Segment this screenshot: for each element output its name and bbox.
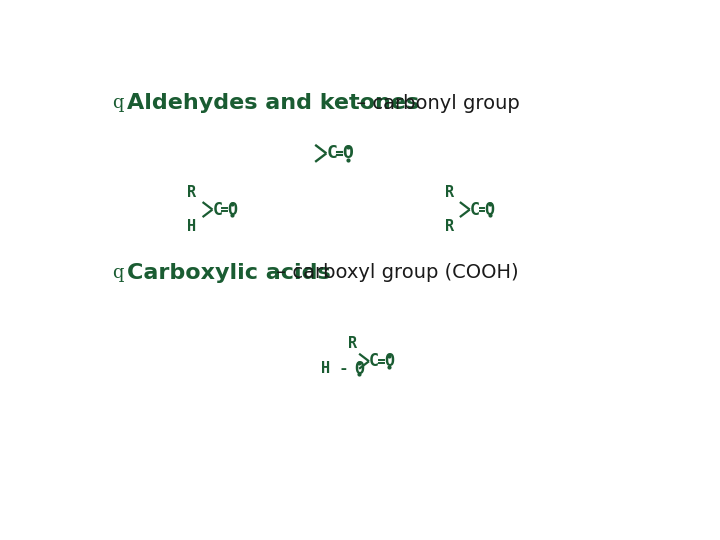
Text: R: R — [444, 219, 454, 234]
Text: q: q — [112, 264, 123, 282]
Text: H: H — [187, 219, 197, 234]
Text: Aldehydes and ketones: Aldehydes and ketones — [127, 93, 420, 113]
Text: R: R — [348, 336, 358, 350]
Text: – carbonyl group: – carbonyl group — [351, 94, 520, 113]
Text: C: C — [212, 200, 222, 219]
Text: – carboxyl group (COOH): – carboxyl group (COOH) — [270, 263, 518, 282]
Text: R: R — [187, 185, 197, 200]
Text: O: O — [343, 144, 354, 163]
Text: C: C — [470, 200, 480, 219]
Text: C: C — [326, 144, 338, 163]
Text: O: O — [228, 200, 238, 219]
Text: Carboxylic acids: Carboxylic acids — [127, 262, 331, 283]
Text: O: O — [354, 360, 364, 378]
Text: R: R — [444, 185, 454, 200]
Text: O: O — [384, 352, 394, 370]
Text: H -: H - — [321, 361, 348, 376]
Text: O: O — [485, 200, 495, 219]
Text: C: C — [369, 352, 379, 370]
Text: q: q — [112, 94, 123, 112]
